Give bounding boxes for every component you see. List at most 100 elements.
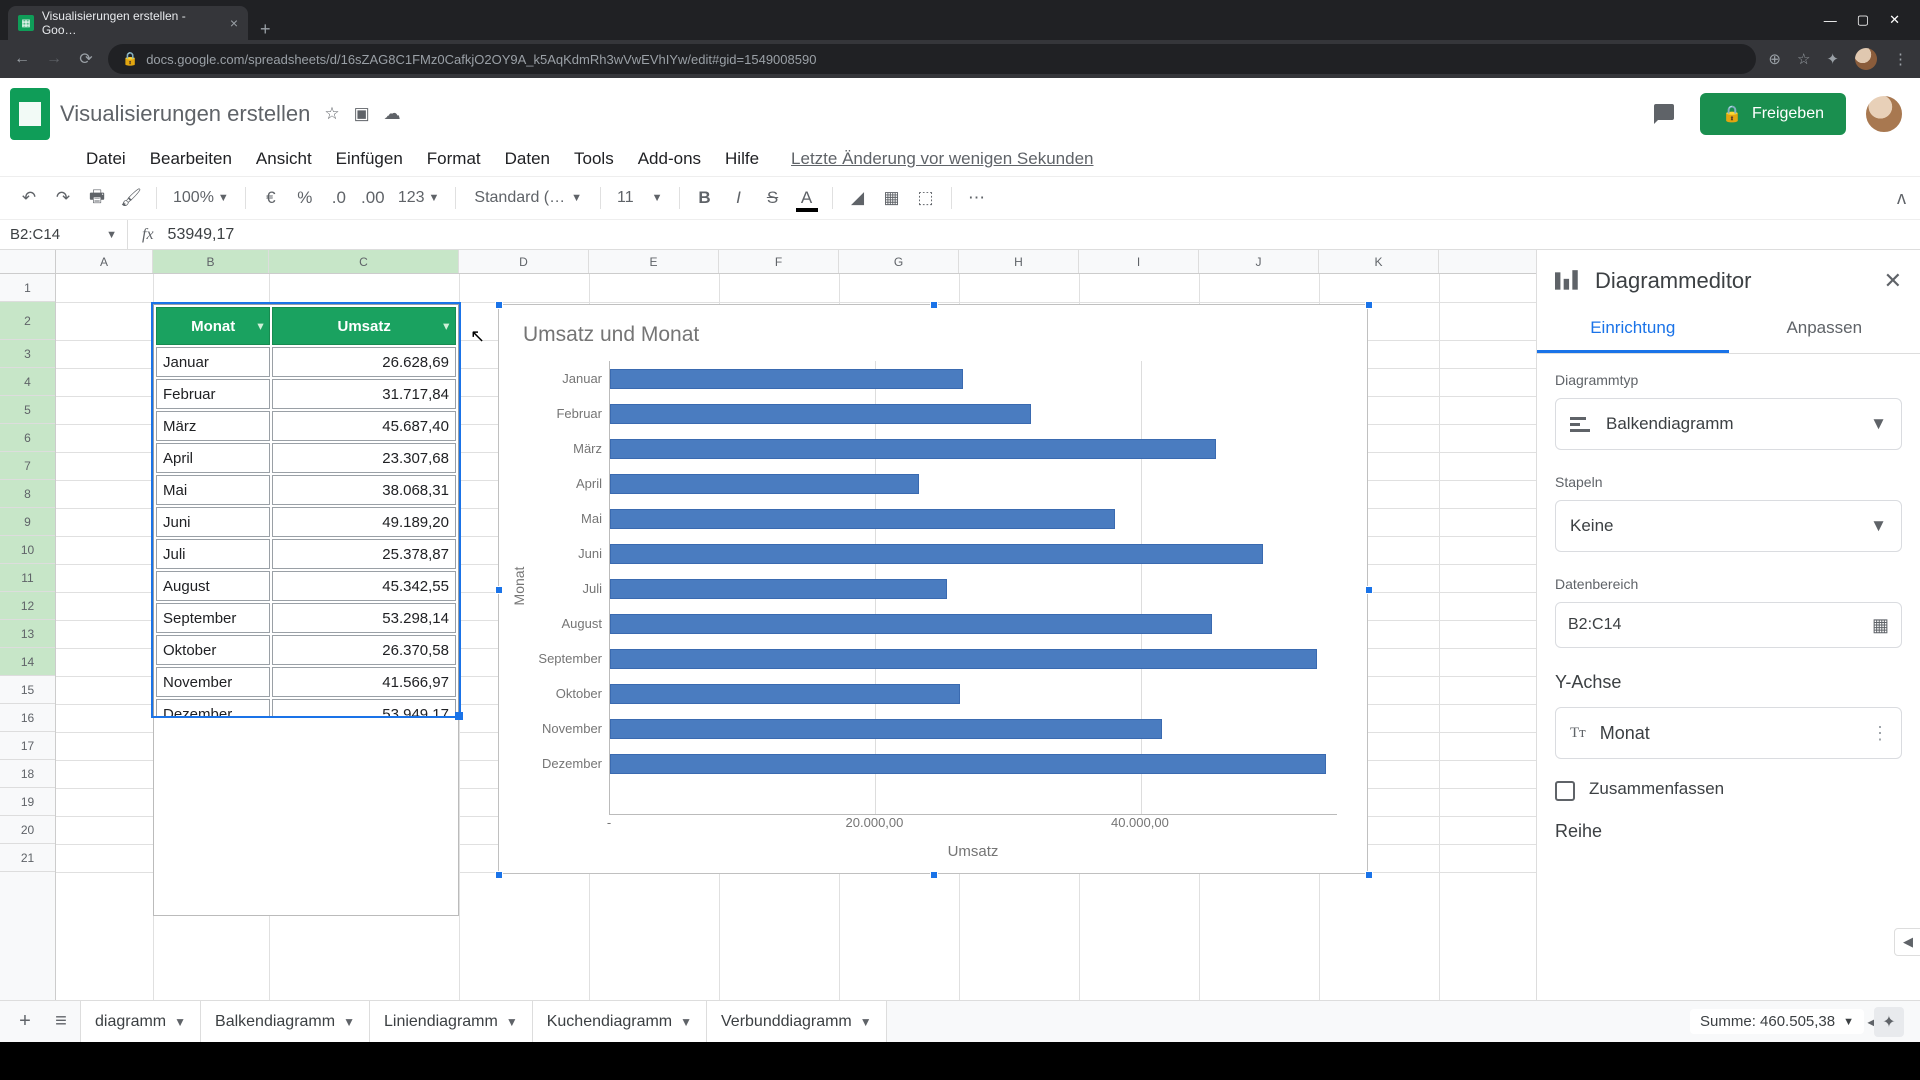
forward-button[interactable]: → [44, 50, 64, 68]
table-cell[interactable]: September [156, 603, 270, 633]
table-cell[interactable]: Juni [156, 507, 270, 537]
row-header[interactable]: 7 [0, 452, 55, 480]
row-header[interactable]: 2 [0, 302, 55, 340]
table-header-umsatz[interactable]: Umsatz▾ [272, 307, 456, 345]
sheet-tab[interactable]: Verbunddiagramm▼ [707, 1001, 887, 1042]
table-cell[interactable]: 45.687,40 [272, 411, 456, 441]
resize-handle[interactable] [1365, 586, 1373, 594]
resize-handle[interactable] [495, 301, 503, 309]
row-header[interactable]: 11 [0, 564, 55, 592]
row-header[interactable]: 15 [0, 676, 55, 704]
document-title[interactable]: Visualisierungen erstellen [60, 101, 310, 127]
sheets-logo[interactable] [10, 88, 50, 140]
merge-button[interactable]: ⬚ [911, 183, 941, 213]
table-cell[interactable]: August [156, 571, 270, 601]
close-tab-icon[interactable]: × [230, 15, 238, 31]
explore-button[interactable]: ✦ [1874, 1007, 1904, 1037]
data-range-input[interactable]: B2:C14 ▦ [1555, 602, 1902, 648]
bar-rect[interactable] [610, 544, 1263, 564]
table-cell[interactable]: April [156, 443, 270, 473]
currency-button[interactable]: € [256, 183, 286, 213]
sheet-tab-menu-icon[interactable]: ▼ [174, 1015, 186, 1029]
move-doc-icon[interactable]: ▣ [354, 104, 370, 124]
zoom-select[interactable]: 100%▼ [167, 189, 235, 207]
menu-einfügen[interactable]: Einfügen [326, 145, 413, 173]
row-header[interactable]: 9 [0, 508, 55, 536]
row-header[interactable]: 8 [0, 480, 55, 508]
table-cell[interactable]: 53.298,14 [272, 603, 456, 633]
collapse-toolbar-button[interactable]: ʌ [1897, 188, 1906, 209]
side-panel-toggle[interactable]: ◀ [1894, 928, 1920, 956]
menu-daten[interactable]: Daten [495, 145, 560, 173]
table-cell[interactable]: 26.370,58 [272, 635, 456, 665]
row-header[interactable]: 6 [0, 424, 55, 452]
row-header[interactable]: 21 [0, 844, 55, 872]
tab-setup[interactable]: Einrichtung [1537, 308, 1729, 353]
table-cell[interactable]: November [156, 667, 270, 697]
row-header[interactable]: 16 [0, 704, 55, 732]
add-sheet-button[interactable]: + [8, 1005, 42, 1039]
col-header[interactable]: G [839, 250, 959, 273]
bar-rect[interactable] [610, 509, 1115, 529]
chart-object[interactable]: Umsatz und Monat Monat JanuarFebruarMärz… [498, 304, 1368, 874]
sheet-tab-menu-icon[interactable]: ▼ [506, 1015, 518, 1029]
text-color-button[interactable]: A [792, 183, 822, 213]
select-all-corner[interactable] [0, 250, 56, 273]
all-sheets-button[interactable]: ≡ [44, 1005, 78, 1039]
col-header[interactable]: D [459, 250, 589, 273]
font-size-select[interactable]: 11▼ [611, 189, 669, 207]
menu-datei[interactable]: Datei [76, 145, 136, 173]
row-header[interactable]: 5 [0, 396, 55, 424]
account-avatar[interactable] [1864, 94, 1904, 134]
sheet-tab[interactable]: Kuchendiagramm▼ [533, 1001, 707, 1042]
formula-value[interactable]: 53949,17 [168, 226, 235, 244]
row-header[interactable]: 13 [0, 620, 55, 648]
quick-sum[interactable]: Summe: 460.505,38▼ [1690, 1009, 1864, 1034]
sheet-tab[interactable]: Liniendiagramm▼ [370, 1001, 533, 1042]
menu-add-ons[interactable]: Add-ons [628, 145, 711, 173]
row-header[interactable]: 18 [0, 760, 55, 788]
col-header[interactable]: E [589, 250, 719, 273]
maximize-icon[interactable]: ▢ [1857, 12, 1869, 28]
more-options-icon[interactable]: ⋮ [1871, 723, 1889, 744]
comments-button[interactable] [1646, 96, 1682, 132]
star-icon[interactable]: ☆ [1797, 50, 1810, 68]
sheet-tab-menu-icon[interactable]: ▼ [860, 1015, 872, 1029]
row-header[interactable]: 20 [0, 816, 55, 844]
table-cell[interactable]: 26.628,69 [272, 347, 456, 377]
menu-hilfe[interactable]: Hilfe [715, 145, 769, 173]
table-header-monat[interactable]: Monat▾ [156, 307, 270, 345]
table-cell[interactable]: 49.189,20 [272, 507, 456, 537]
resize-handle[interactable] [930, 871, 938, 879]
name-box[interactable]: B2:C14▼ [0, 220, 128, 249]
menu-ansicht[interactable]: Ansicht [246, 145, 322, 173]
stacking-select[interactable]: Keine ▼ [1555, 500, 1902, 552]
table-cell[interactable]: 41.566,97 [272, 667, 456, 697]
bold-button[interactable]: B [690, 183, 720, 213]
row-header[interactable]: 4 [0, 368, 55, 396]
aggregate-checkbox[interactable]: Zusammenfassen [1555, 779, 1902, 801]
table-cell[interactable]: Mai [156, 475, 270, 505]
filter-icon[interactable]: ▾ [258, 320, 264, 333]
row-header[interactable]: 12 [0, 592, 55, 620]
minimize-icon[interactable]: — [1824, 13, 1837, 28]
resize-handle[interactable] [1365, 301, 1373, 309]
bar-rect[interactable] [610, 649, 1317, 669]
sheet-tab-menu-icon[interactable]: ▼ [680, 1015, 692, 1029]
col-header[interactable]: B [153, 250, 269, 273]
bar-rect[interactable] [610, 684, 960, 704]
spreadsheet-grid[interactable]: ABCDEFGHIJK 1234567891011121314151617181… [0, 250, 1536, 1000]
borders-button[interactable]: ▦ [877, 183, 907, 213]
close-window-icon[interactable]: ✕ [1889, 12, 1900, 28]
col-header[interactable]: I [1079, 250, 1199, 273]
bar-rect[interactable] [610, 719, 1162, 739]
star-doc-icon[interactable]: ☆ [324, 104, 339, 124]
col-header[interactable]: K [1319, 250, 1439, 273]
bar-rect[interactable] [610, 614, 1212, 634]
table-cell[interactable]: 23.307,68 [272, 443, 456, 473]
row-header[interactable]: 10 [0, 536, 55, 564]
inc-decimal-button[interactable]: .00 [358, 183, 388, 213]
tab-customize[interactable]: Anpassen [1729, 308, 1920, 353]
menu-bearbeiten[interactable]: Bearbeiten [140, 145, 242, 173]
menu-format[interactable]: Format [417, 145, 491, 173]
